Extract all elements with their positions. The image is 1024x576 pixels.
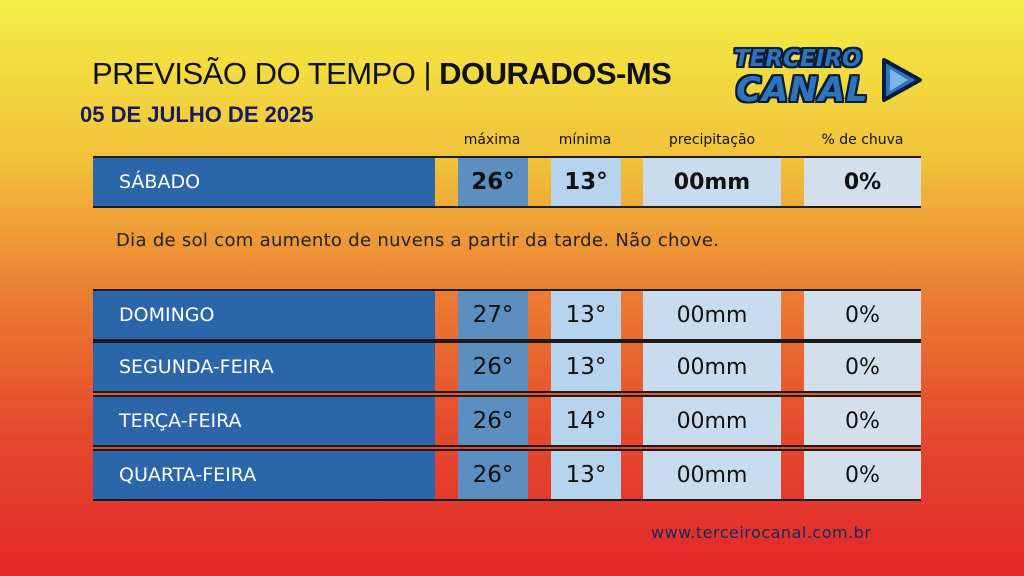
max-temp: 26°	[458, 343, 528, 391]
max-temp: 26°	[458, 451, 528, 499]
max-temp: 26°	[458, 397, 528, 445]
min-temp: 13°	[551, 291, 621, 339]
day-name: TERÇA-FEIRA	[93, 397, 435, 445]
day-name: SEGUNDA-FEIRA	[93, 343, 435, 391]
forecast-date: 05 DE JULHO DE 2025	[80, 102, 314, 127]
logo-line2: CANAL	[736, 70, 869, 110]
precipitation: 00mm	[643, 158, 781, 206]
rain-chance: 0%	[804, 451, 921, 499]
play-icon	[882, 58, 922, 102]
table-row: QUARTA-FEIRA 26° 13° 00mm 0%	[93, 449, 921, 501]
table-row: TERÇA-FEIRA 26° 14° 00mm 0%	[93, 395, 921, 447]
column-header-precip: precipitação	[668, 132, 756, 148]
column-header-chance: % de chuva	[821, 132, 904, 148]
day-name: SÁBADO	[93, 158, 435, 206]
precipitation: 00mm	[643, 343, 781, 391]
table-row: DOMINGO 27° 13° 00mm 0%	[93, 289, 921, 341]
min-temp: 13°	[551, 343, 621, 391]
today-description: Dia de sol com aumento de nuvens a parti…	[116, 230, 720, 251]
page-title: PREVISÃO DO TEMPO | DOURADOS-MS	[92, 56, 672, 92]
logo-line1: TERCEIRO	[734, 46, 862, 72]
precipitation: 00mm	[643, 291, 781, 339]
column-header-min: mínima	[558, 132, 612, 148]
title-city: DOURADOS-MS	[439, 56, 672, 91]
rain-chance: 0%	[804, 291, 921, 339]
rain-chance: 0%	[804, 343, 921, 391]
rain-chance: 0%	[804, 397, 921, 445]
min-temp: 13°	[551, 451, 621, 499]
table-row: SEGUNDA-FEIRA 26° 13° 00mm 0%	[93, 341, 921, 393]
day-name: DOMINGO	[93, 291, 435, 339]
precipitation: 00mm	[643, 451, 781, 499]
website-link[interactable]: www.terceirocanal.com.br	[651, 523, 872, 542]
precipitation: 00mm	[643, 397, 781, 445]
title-prefix: PREVISÃO DO TEMPO |	[92, 56, 440, 91]
max-temp: 27°	[458, 291, 528, 339]
table-row-today: SÁBADO 26° 13° 00mm 0%	[93, 156, 921, 208]
max-temp: 26°	[458, 158, 528, 206]
column-header-max: máxima	[463, 132, 521, 148]
terceiro-canal-logo: TERCEIRO CANAL	[728, 46, 928, 116]
min-temp: 14°	[551, 397, 621, 445]
day-name: QUARTA-FEIRA	[93, 451, 435, 499]
rain-chance: 0%	[804, 158, 921, 206]
min-temp: 13°	[551, 158, 621, 206]
